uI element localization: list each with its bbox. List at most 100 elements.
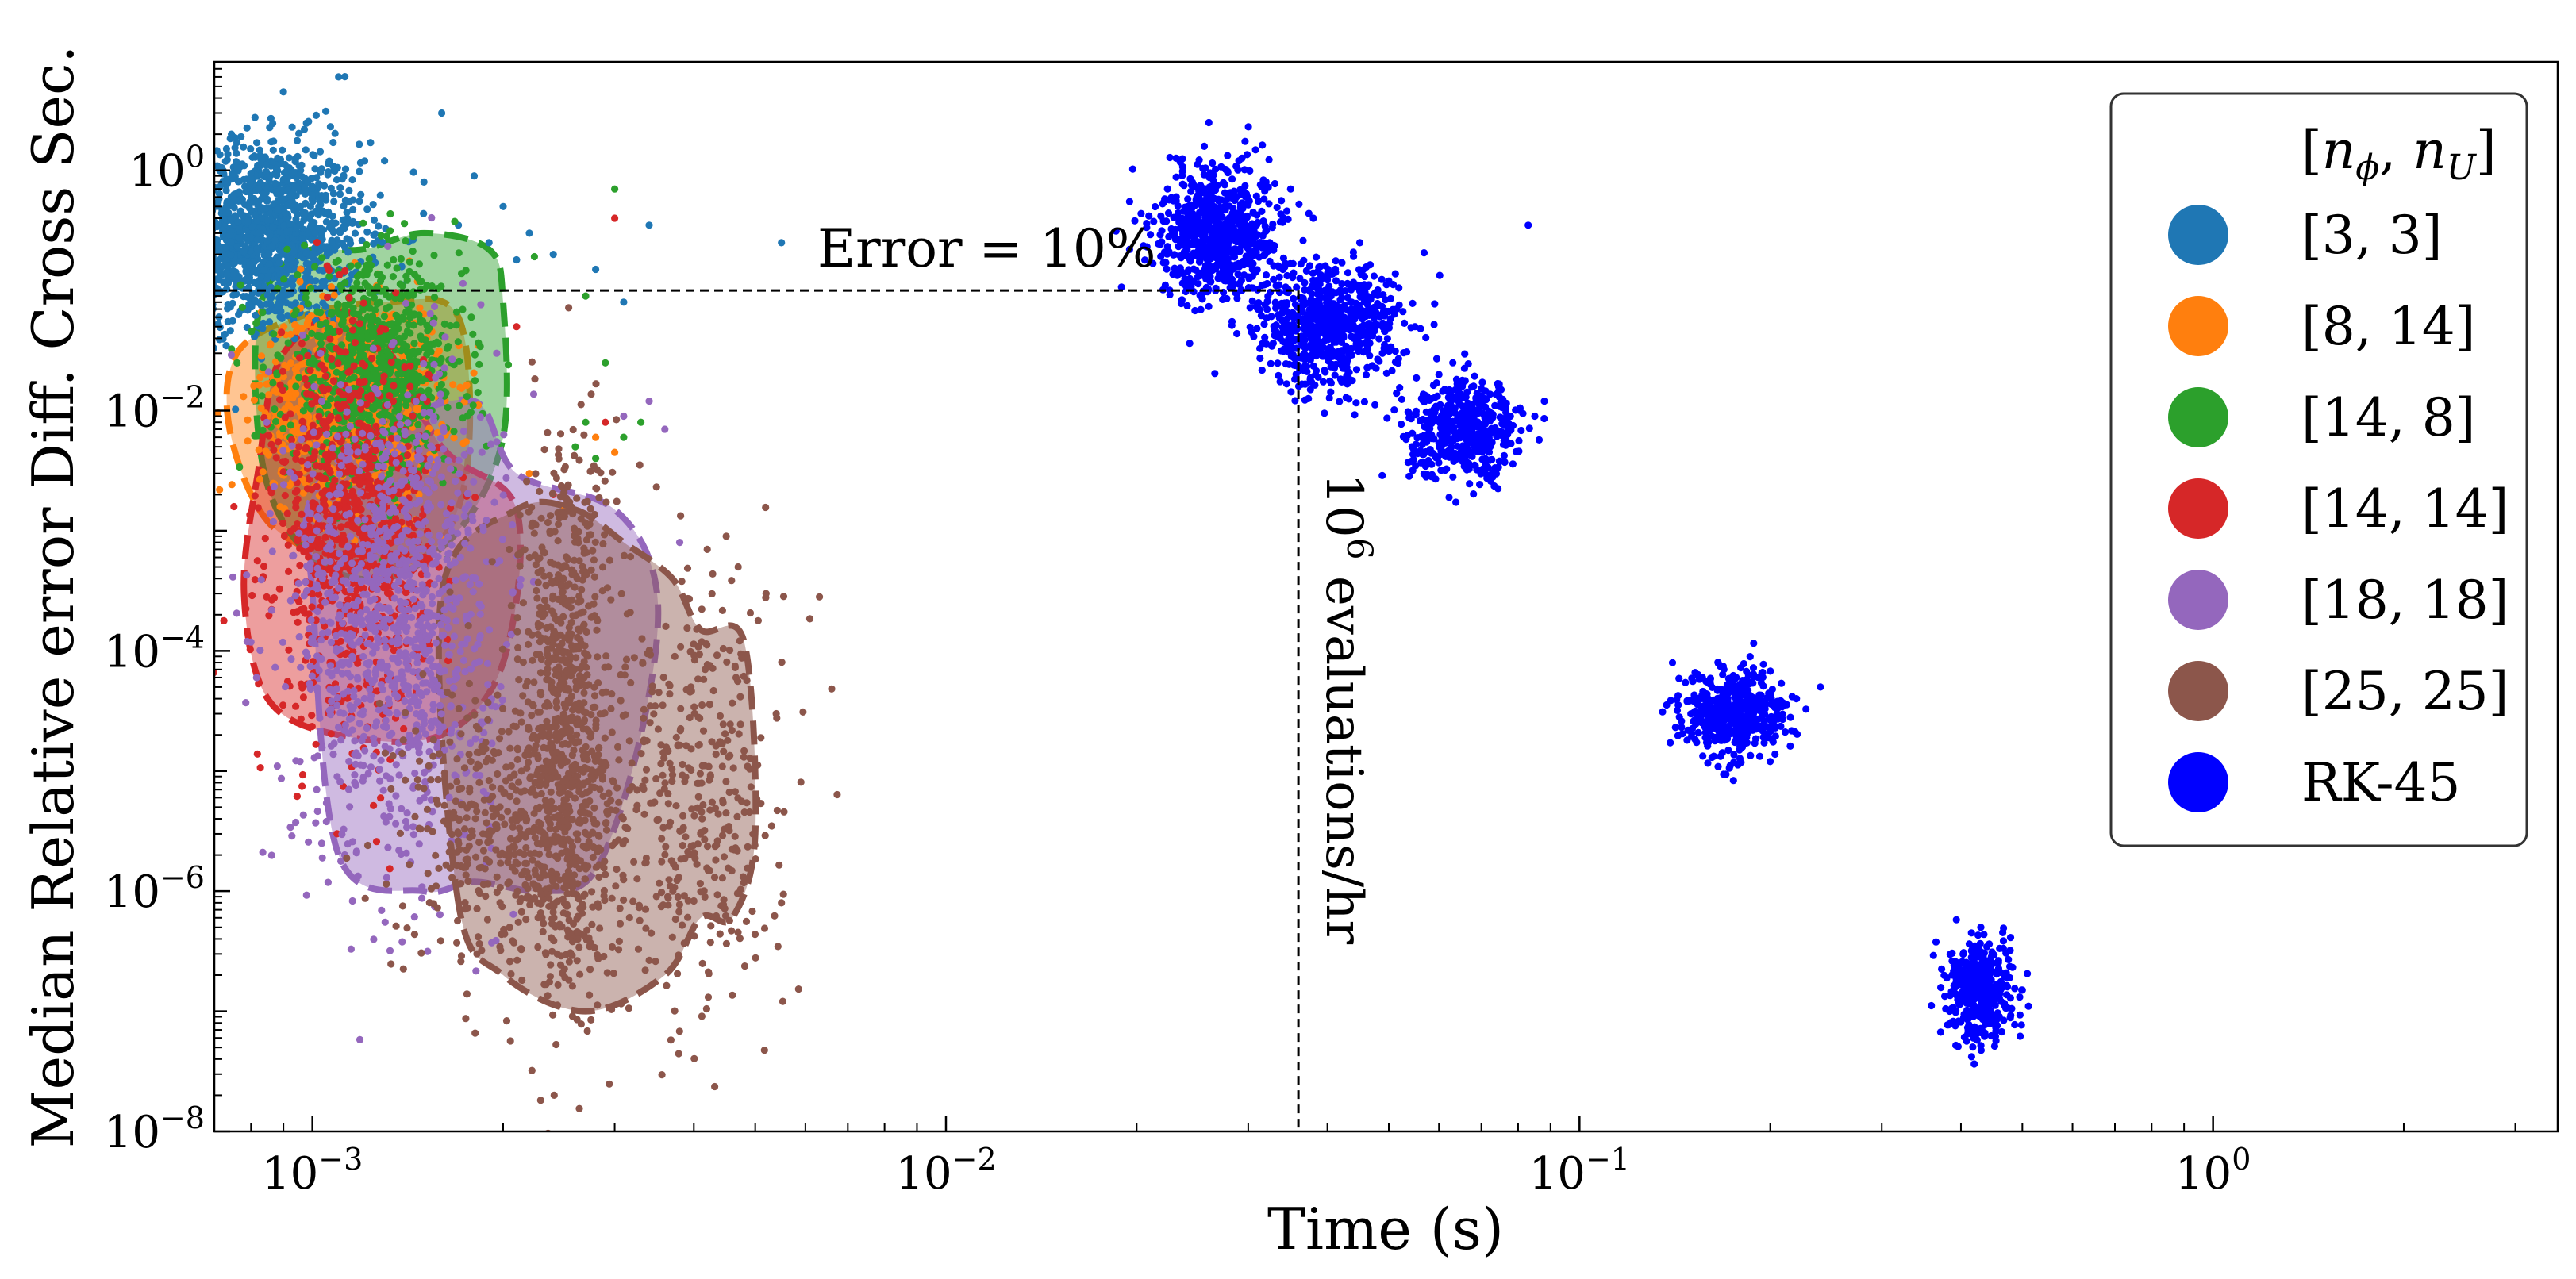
- point-series-0-cluster-0: [238, 211, 246, 219]
- point-series-0-cluster-0: [262, 204, 271, 212]
- point-series-4-cluster-0: [257, 576, 265, 584]
- point-series-4-cluster-0: [419, 394, 427, 402]
- point-series-0-cluster-0: [325, 157, 333, 165]
- point-series-0-cluster-0: [266, 124, 274, 132]
- point-series-2-cluster-0: [410, 350, 419, 358]
- point-series-4-cluster-0: [447, 465, 455, 473]
- point-series-4-cluster-0: [402, 526, 409, 534]
- point-series-3-cluster-0: [270, 446, 278, 454]
- point-series-3-cluster-0: [337, 523, 345, 531]
- point-series-2-cluster-0: [430, 294, 439, 302]
- point-series-1-cluster-0: [240, 393, 248, 401]
- point-series-4-cluster-0: [381, 429, 389, 437]
- point-series-4-cluster-0: [354, 517, 362, 524]
- point-series-4-cluster-0: [363, 724, 371, 732]
- point-series-3-cluster-0: [329, 377, 338, 385]
- point-series-0-cluster-0: [242, 268, 250, 277]
- point-series-4-cluster-0: [280, 481, 288, 489]
- point-series-3-cluster-0: [270, 593, 279, 602]
- point-series-4-cluster-0: [385, 440, 393, 449]
- point-series-4-cluster-0: [420, 409, 428, 417]
- point-series-3-cluster-0: [321, 372, 330, 380]
- point-series-3-cluster-0: [319, 420, 327, 428]
- point-series-4-cluster-0: [336, 381, 344, 389]
- point-series-0-cluster-0: [279, 236, 286, 244]
- point-series-0-cluster-0: [329, 138, 337, 147]
- point-series-0-cluster-0: [306, 202, 314, 210]
- point-series-3-cluster-0: [298, 510, 306, 518]
- point-series-2-cluster-0: [301, 241, 309, 249]
- point-series-3-outlier-0: [513, 323, 521, 331]
- point-series-4-cluster-0: [315, 666, 323, 674]
- point-series-3-cluster-0: [307, 391, 316, 399]
- point-series-0-cluster-0: [214, 221, 222, 229]
- point-series-3-cluster-0: [248, 591, 256, 600]
- point-series-2-cluster-0: [359, 219, 367, 227]
- point-series-2-cluster-0: [530, 252, 539, 261]
- point-series-4-cluster-0: [475, 580, 483, 588]
- point-series-0-cluster-0: [375, 222, 383, 230]
- point-series-4-cluster-0: [445, 793, 453, 801]
- point-series-4-cluster-0: [333, 694, 341, 702]
- point-series-3-cluster-0: [279, 701, 287, 709]
- point-series-4-cluster-0: [470, 478, 478, 486]
- point-series-4-cluster-0: [359, 732, 367, 740]
- point-series-0-cluster-0: [267, 216, 275, 224]
- point-series-3-cluster-0: [246, 646, 254, 654]
- point-series-1-cluster-0: [244, 437, 252, 445]
- point-series-2-cluster-0: [341, 302, 349, 309]
- point-series-0-cluster-0: [283, 167, 291, 175]
- point-series-2-outlier-1: [582, 418, 590, 426]
- point-series-4-cluster-0: [354, 448, 362, 456]
- point-series-2-outlier-6: [637, 418, 645, 426]
- point-series-4-cluster-0: [383, 723, 390, 732]
- point-series-0-cluster-0: [290, 168, 298, 176]
- point-series-4-cluster-0: [452, 576, 459, 585]
- point-series-3-cluster-0: [302, 445, 310, 453]
- point-series-4-cluster-0: [435, 574, 443, 583]
- point-series-4-cluster-0: [459, 279, 467, 287]
- point-series-3-cluster-0: [339, 531, 347, 540]
- point-series-0-cluster-0: [252, 280, 260, 288]
- point-series-0-cluster-0: [221, 157, 229, 165]
- point-series-2-cluster-0: [338, 371, 346, 378]
- point-series-3-cluster-0: [326, 335, 334, 343]
- point-series-2-cluster-0: [252, 319, 260, 327]
- point-series-3-cluster-0: [348, 392, 356, 400]
- point-series-0-cluster-0: [374, 237, 382, 245]
- point-series-3-cluster-0: [334, 359, 342, 367]
- point-series-0-cluster-0: [247, 145, 255, 153]
- point-series-4-cluster-0: [390, 450, 398, 458]
- point-series-0-cluster-0: [233, 158, 240, 166]
- point-series-4-cluster-0: [303, 652, 311, 660]
- point-series-0-cluster-0: [271, 179, 279, 187]
- point-series-0-cluster-0: [304, 179, 312, 186]
- point-series-0-cluster-0: [289, 282, 297, 290]
- point-series-2-cluster-0: [389, 273, 397, 281]
- point-series-0-cluster-0: [245, 294, 253, 302]
- point-series-4-cluster-0: [379, 417, 386, 426]
- point-series-0-cluster-0: [298, 235, 306, 243]
- point-series-3-cluster-0: [230, 502, 238, 511]
- point-series-2-cluster-0: [357, 346, 365, 354]
- point-series-4-cluster-0: [299, 521, 308, 529]
- point-series-1-cluster-0: [294, 323, 302, 331]
- point-series-4-cluster-0: [367, 597, 375, 605]
- point-series-3-cluster-0: [313, 537, 321, 546]
- point-series-4-cluster-0: [404, 391, 412, 399]
- point-series-4-cluster-0: [398, 805, 406, 812]
- point-series-1-cluster-0: [470, 369, 478, 377]
- point-series-4-cluster-0: [426, 309, 434, 317]
- point-series-0-cluster-0: [336, 229, 344, 236]
- point-series-4-cluster-0: [492, 936, 500, 945]
- point-series-0-cluster-0: [293, 224, 301, 232]
- point-series-2-cluster-0: [440, 320, 448, 328]
- point-series-4-cluster-0: [326, 662, 335, 670]
- point-series-4-cluster-0: [465, 501, 473, 509]
- point-series-4-cluster-0: [329, 751, 337, 759]
- point-series-3-cluster-0: [403, 451, 412, 459]
- point-series-4-cluster-0: [394, 434, 402, 442]
- point-series-2-cluster-0: [295, 374, 303, 382]
- point-series-2-cluster-0: [398, 313, 406, 321]
- point-series-4-cluster-0: [317, 349, 325, 357]
